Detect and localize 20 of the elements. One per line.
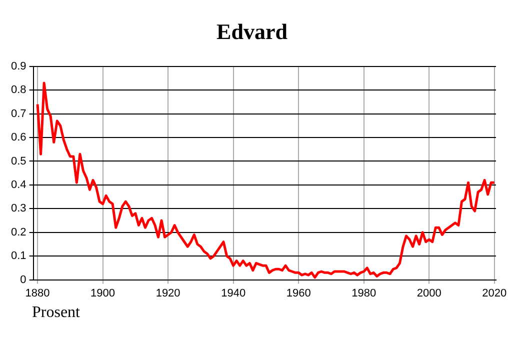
y-tick-label: 0 [20, 274, 26, 286]
x-tick-label: 1920 [156, 287, 180, 300]
x-tick-label: 1960 [286, 287, 311, 300]
y-tick-label: 0.6 [10, 132, 26, 144]
y-tick-label: 0.1 [10, 250, 26, 262]
y-tick-label: 0.4 [10, 178, 26, 191]
y-tick-label: 0.7 [10, 108, 26, 120]
x-tick-label: 2020 [482, 287, 507, 300]
y-tick-label: 0.8 [10, 84, 26, 96]
x-tick-label: 1980 [352, 287, 376, 300]
x-tick-label: 1880 [25, 287, 50, 300]
y-tick-label: 0.9 [10, 60, 26, 72]
chart-title: Edvard [216, 18, 288, 44]
x-tick-label: 1900 [90, 287, 116, 300]
x-tick-label: 2000 [416, 287, 442, 300]
x-tick-label: 1940 [221, 287, 246, 300]
y-tick-label: 0.2 [10, 226, 26, 238]
y-tick-label: 0.5 [10, 155, 26, 168]
y-tick-label: 0.3 [10, 202, 26, 215]
text: Prosent [32, 304, 81, 322]
